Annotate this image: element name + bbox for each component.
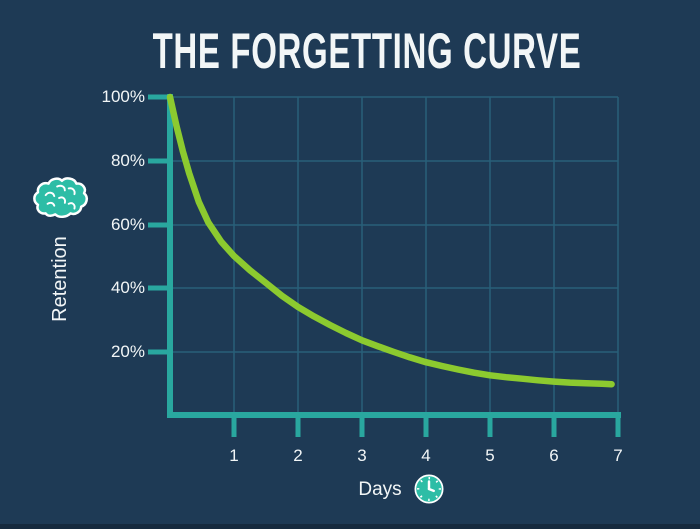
x-tick-label-7: 7 [613, 446, 623, 465]
x-axis-title: Days [358, 479, 402, 500]
x-axis-ticks [231, 415, 621, 437]
y-tick-label-60: 60% [110, 215, 145, 234]
x-tick-label-3: 3 [357, 446, 367, 465]
brain-icon [33, 177, 88, 219]
x-tick-label-4: 4 [421, 446, 431, 465]
gridlines [170, 96, 619, 415]
y-axis-title: Retention [49, 236, 71, 322]
clock-icon [414, 474, 444, 504]
y-tick-label-20: 20% [110, 342, 145, 361]
x-tick-label-5: 5 [485, 446, 495, 465]
x-tick-label-2: 2 [293, 446, 303, 465]
page-title: THE FORGETTING CURVE [152, 23, 582, 79]
bottom-edge-strip [0, 524, 700, 529]
forgetting-curve-line [166, 93, 615, 388]
y-tick-label-100: 100% [101, 87, 145, 106]
y-tick-label-80: 80% [110, 151, 145, 170]
x-tick-label-1: 1 [229, 446, 239, 465]
y-tick-label-40: 40% [110, 278, 145, 297]
x-tick-label-6: 6 [549, 446, 559, 465]
